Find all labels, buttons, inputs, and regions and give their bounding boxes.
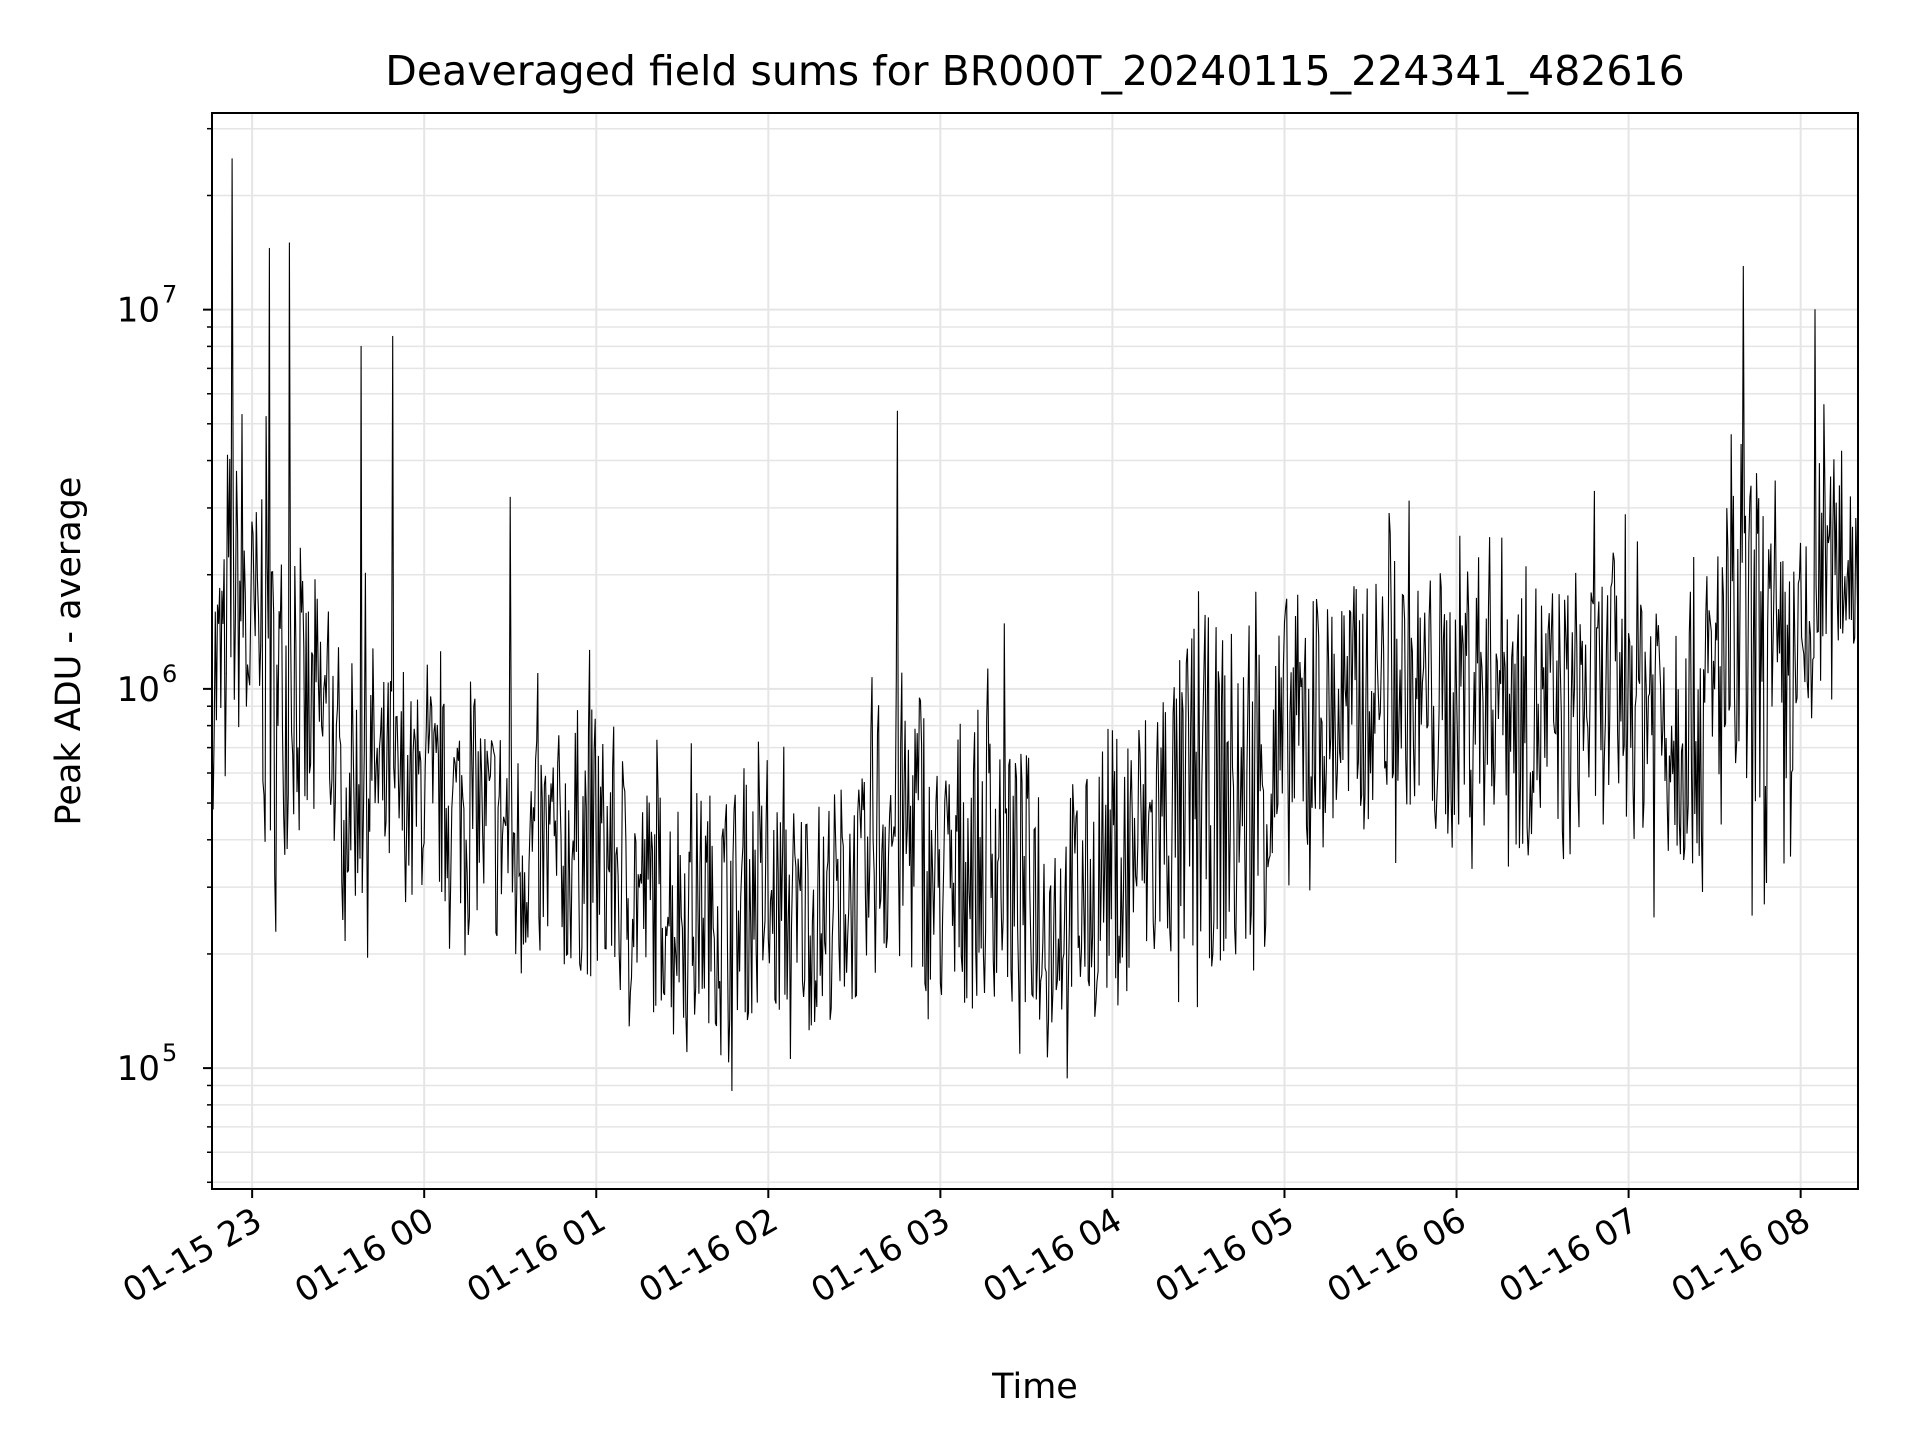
data-point [1656, 645, 1658, 647]
data-point [343, 819, 345, 821]
data-point [618, 953, 620, 955]
chart-title: Deaveraged field sums for BR000T_2024011… [385, 47, 1684, 95]
data-point [538, 916, 540, 918]
data-point [1834, 574, 1836, 576]
data-point [297, 747, 299, 749]
series-line [211, 158, 1859, 1092]
data-point [231, 158, 233, 160]
data-point [309, 772, 310, 774]
data-point [1413, 747, 1414, 749]
data-point [1284, 621, 1285, 623]
data-point [796, 961, 798, 963]
data-point [1392, 772, 1394, 774]
data-point [1742, 265, 1744, 267]
data-point [509, 496, 511, 498]
data-point [481, 772, 483, 774]
y-tick-label: 10 7 [117, 281, 178, 331]
data-point [825, 953, 827, 955]
data-point [1068, 923, 1070, 925]
data-point [638, 886, 640, 888]
data-point [377, 802, 379, 804]
data-point [1685, 658, 1687, 660]
y-tick-label: 10 5 [117, 1039, 178, 1089]
data-point [1814, 309, 1816, 311]
data-point [982, 953, 984, 955]
data-point [767, 937, 769, 939]
data-point [245, 705, 247, 707]
y-tick-exponent: 7 [162, 281, 177, 309]
data-point [225, 672, 227, 674]
data-point [925, 990, 927, 992]
data-point [1154, 916, 1156, 918]
data-point [839, 980, 841, 982]
data-point [954, 970, 956, 972]
data-point [1628, 633, 1630, 634]
data-point [1312, 601, 1314, 602]
data-point [1212, 953, 1214, 955]
y-tick-exponent: 5 [162, 1039, 177, 1067]
data-point [334, 802, 336, 804]
data-point [1542, 688, 1544, 690]
data-point [409, 772, 411, 774]
data-point [1456, 688, 1457, 690]
data-point [687, 953, 689, 955]
data-point [349, 772, 351, 774]
data-point [1484, 747, 1486, 749]
data-point [1040, 980, 1042, 982]
data-point [360, 345, 362, 347]
data-point [595, 861, 597, 863]
data-point [710, 970, 712, 972]
data-point [288, 242, 290, 244]
data-point [868, 916, 870, 918]
data-point [392, 335, 394, 337]
data-point [1235, 953, 1237, 955]
data-point [1570, 705, 1572, 707]
data-point [1183, 937, 1185, 939]
data-point [277, 725, 279, 727]
data-point [896, 410, 898, 412]
data-point [323, 688, 325, 690]
x-axis-label: Time [991, 1367, 1078, 1407]
data-point [1341, 611, 1343, 612]
data-point [1097, 970, 1099, 972]
data-point [1255, 591, 1257, 593]
data-point [1433, 705, 1435, 707]
y-tick-exponent: 6 [162, 660, 177, 688]
y-tick-base: 10 [117, 670, 160, 710]
plot-frame [211, 112, 1859, 1190]
series-group [211, 158, 1859, 1092]
y-tick-base: 10 [117, 291, 160, 331]
data-point [739, 970, 741, 972]
data-point [667, 916, 669, 918]
data-point [567, 953, 569, 955]
data-point [1513, 772, 1515, 774]
data-point [1794, 645, 1796, 647]
data-point [1011, 1000, 1013, 1002]
y-tick-base: 10 [117, 1049, 160, 1089]
data-point [452, 786, 454, 788]
data-point [1599, 672, 1601, 674]
data-point [1126, 990, 1128, 992]
y-tick-label: 10 6 [117, 660, 178, 710]
y-axis-label: Peak ADU - average [49, 477, 89, 826]
data-point [260, 645, 262, 647]
data-point [268, 247, 270, 249]
data-point [1771, 705, 1773, 707]
data-point [1370, 772, 1371, 774]
data-point [432, 802, 434, 804]
data-point [1714, 688, 1716, 690]
